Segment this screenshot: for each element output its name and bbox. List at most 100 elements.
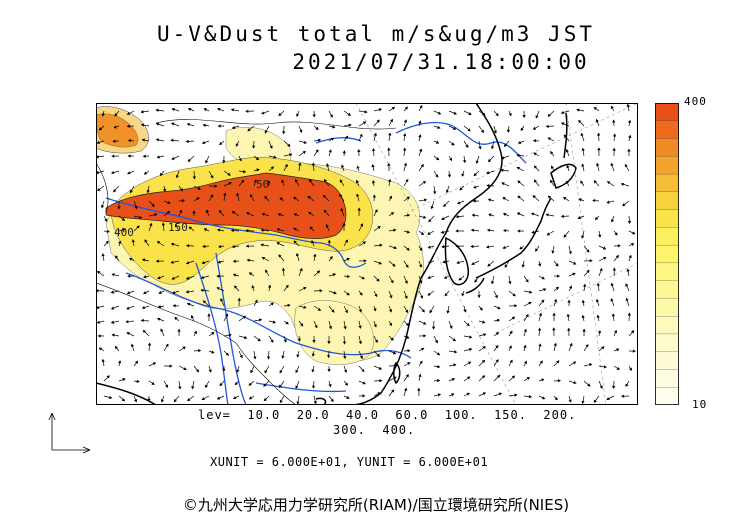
wind-vector-head: [541, 396, 546, 400]
wind-vector-head: [443, 275, 448, 279]
wind-vector-head: [423, 334, 427, 338]
wind-vector-head: [418, 373, 422, 377]
wind-vector-head: [372, 194, 376, 198]
wind-vector-head: [482, 112, 486, 116]
wind-vector-head: [611, 219, 615, 223]
wind-vector-head: [428, 260, 432, 264]
wind-vector-head: [390, 212, 395, 216]
wind-vector-head: [508, 281, 512, 285]
wind-vector-head: [279, 399, 283, 404]
wind-vector-head: [264, 130, 268, 134]
wind-vector-head: [466, 323, 470, 327]
wind-vector-head: [134, 205, 138, 210]
wind-vector-head: [112, 139, 116, 143]
wind-vector-head: [364, 110, 368, 114]
wind-vector-head: [390, 337, 394, 341]
wind-vector-head: [261, 111, 265, 115]
wind-vector-head: [602, 246, 607, 250]
wind-vector-head: [146, 190, 150, 194]
wind-vector-head: [610, 105, 614, 110]
wind-vector-head: [585, 343, 589, 348]
wind-vector-head: [187, 398, 191, 402]
wind-vector-head: [581, 299, 585, 303]
wind-vector-head: [269, 145, 273, 149]
wind-vector-head: [455, 229, 459, 233]
wind-vector-head: [429, 309, 433, 314]
wind-vector-head: [496, 374, 501, 379]
wind-vector-head: [170, 242, 175, 246]
wind-vector-head: [101, 253, 105, 257]
wind-vector-head: [563, 234, 567, 238]
wind-vector-head: [279, 369, 283, 374]
wind-vector-head: [149, 222, 153, 227]
dust-mid-region-nw: [96, 106, 149, 154]
wind-vector-head: [217, 260, 221, 264]
wind-vector-head: [278, 112, 282, 117]
wind-vector-head: [435, 157, 440, 161]
coast-korea: [444, 236, 470, 286]
wind-vector-head: [419, 264, 423, 268]
wind-vector-head: [293, 196, 297, 200]
wind-vector-head: [596, 282, 600, 286]
wind-vector-head: [441, 217, 445, 220]
coast-mainland: [350, 103, 503, 405]
wind-vector-head: [556, 274, 561, 278]
wind-vector-head: [511, 375, 516, 379]
wind-vector-head: [477, 295, 481, 299]
wind-vector-head: [547, 195, 552, 199]
wind-vector-head: [311, 385, 316, 389]
colorbar-cell: [655, 298, 679, 317]
wind-vector-head: [260, 228, 264, 232]
colorbar-cell: [655, 369, 679, 388]
wind-vector-head: [327, 369, 331, 373]
wind-vector-head: [346, 257, 350, 261]
wind-vector-head: [154, 213, 158, 217]
map-frame: [96, 103, 638, 405]
wind-vector-head: [126, 124, 130, 128]
wind-vector-head: [346, 274, 351, 279]
wind-vector-head: [582, 283, 587, 287]
wind-vector-head: [179, 188, 183, 192]
wind-vector-head: [470, 228, 475, 232]
wind-vector-head: [258, 318, 263, 322]
wind-vector-head: [127, 274, 131, 278]
wind-vector-head: [453, 363, 457, 367]
wind-vector-head: [494, 294, 498, 299]
wind-vector-head: [125, 320, 129, 324]
wind-vector-head: [620, 182, 625, 186]
wind-vector-head: [277, 213, 282, 217]
wind-vector-head: [114, 345, 118, 350]
graticule-line: [565, 103, 607, 405]
wind-vector-head: [517, 180, 521, 184]
wind-vector-head: [565, 180, 569, 185]
wind-vector-head: [466, 376, 471, 380]
wind-vector-head: [100, 204, 105, 209]
wind-vector-head: [453, 111, 457, 115]
wind-vector-head: [537, 327, 542, 331]
wind-vector-head: [482, 320, 486, 324]
wind-vector-head: [545, 213, 549, 217]
wind-vector-head: [142, 258, 146, 262]
border-west: [96, 162, 109, 214]
wind-vector-head: [163, 188, 167, 193]
wind-vector-head: [211, 350, 215, 354]
wind-vector-head: [343, 369, 348, 373]
wind-vector-head: [225, 313, 228, 317]
wind-vector-head: [211, 331, 215, 336]
wind-vector-head: [186, 244, 190, 248]
wind-vector-head: [245, 229, 249, 233]
wind-vector-head: [252, 145, 256, 149]
wind-vector-head: [592, 198, 596, 203]
wind-vector-head: [418, 120, 422, 124]
wind-vector-head: [419, 280, 423, 284]
wind-vector-head: [514, 304, 518, 308]
wind-vector-head: [205, 160, 209, 164]
wind-vector-head: [392, 263, 396, 267]
wind-vector-head: [614, 329, 618, 334]
levels-line-2: 300. 400.: [333, 423, 416, 437]
wind-vector-head: [418, 134, 422, 138]
wind-vector-head: [389, 295, 393, 299]
wind-vector-head: [167, 200, 171, 205]
wind-vector-head: [622, 202, 626, 207]
wind-vector-head: [311, 369, 315, 373]
